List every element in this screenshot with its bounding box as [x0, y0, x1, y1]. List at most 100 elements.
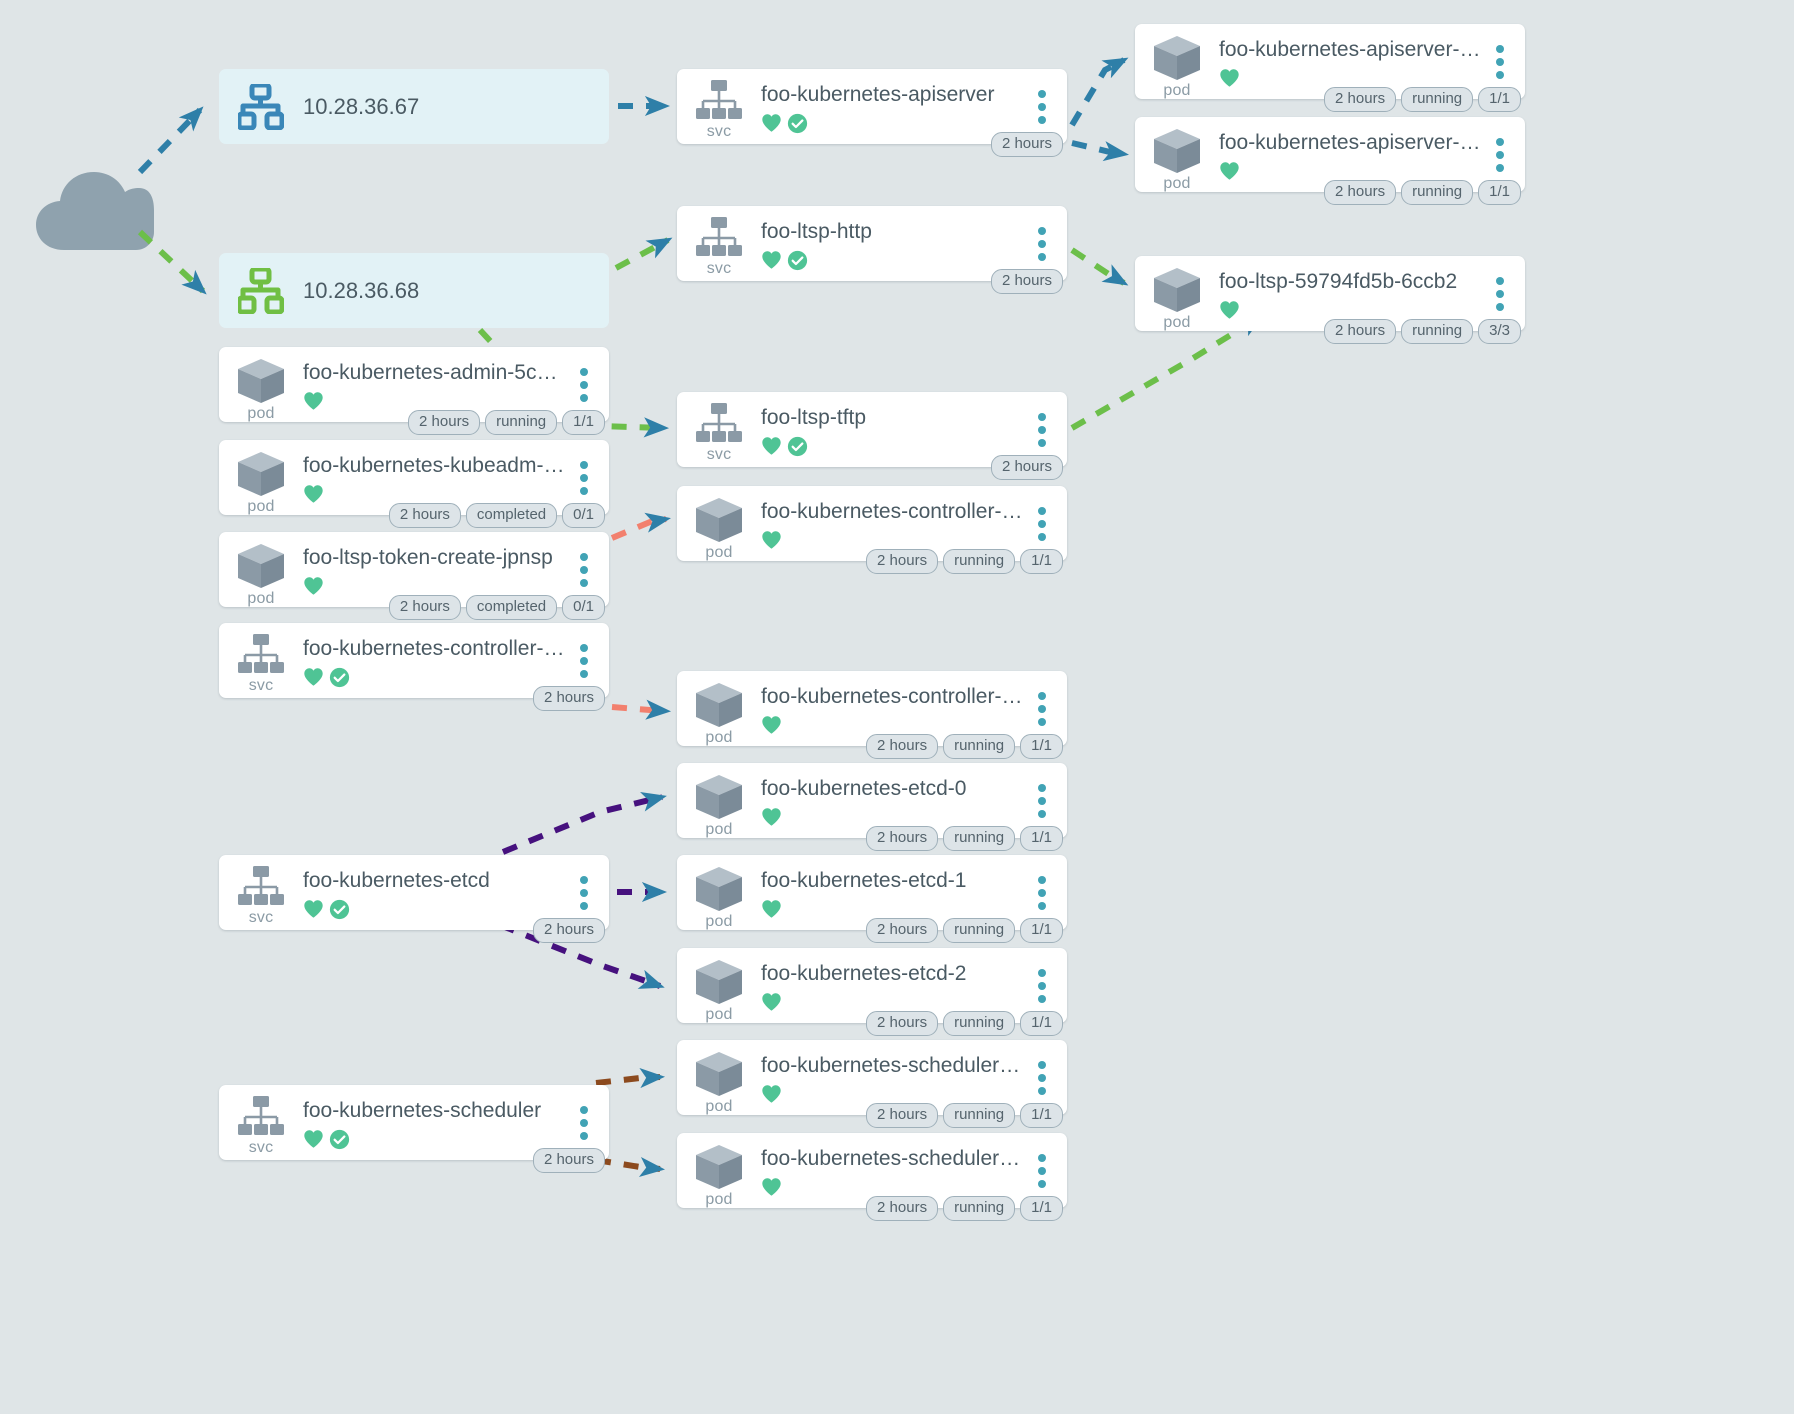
node-menu-button[interactable]: [1489, 276, 1511, 311]
node-health-row: [761, 112, 1067, 134]
node-title: foo-ltsp-59794fd5b-6ccb2: [1219, 270, 1458, 293]
cloud-to-ip67: [137, 106, 204, 175]
node-badge: 3/3: [1478, 319, 1521, 345]
health-heart-icon: [1220, 69, 1239, 87]
node-title: foo-kubernetes-controller-man...: [303, 637, 571, 660]
svc-apiserver-to-pod1: [1069, 57, 1129, 127]
ip-node[interactable]: 10.28.36.68: [219, 253, 609, 328]
svc-node[interactable]: svc foo-kubernetes-etcd: [219, 855, 609, 930]
svc-icon: [696, 217, 742, 256]
pod-icon: pod: [1135, 256, 1219, 331]
pod-node[interactable]: pod foo-kubernetes-etcd-1: [677, 855, 1067, 930]
svc-icon: svc: [219, 855, 303, 926]
svc-node[interactable]: svc foo-kubernetes-controller-man...: [219, 623, 609, 698]
node-title: foo-ltsp-token-create-jpnsp: [303, 546, 553, 569]
node-menu-button[interactable]: [1031, 875, 1053, 910]
node-badges: 2 hours running 1/1: [219, 410, 609, 436]
node-badge: 0/1: [562, 503, 605, 529]
network-icon: [238, 83, 284, 130]
node-menu-button[interactable]: [1031, 506, 1053, 541]
node-kind-label: pod: [247, 498, 275, 515]
node-badge: 2 hours: [1324, 87, 1397, 113]
pod-node[interactable]: pod foo-kubernetes-etcd-0: [677, 763, 1067, 838]
node-menu-button[interactable]: [1031, 226, 1053, 261]
pod-node[interactable]: pod foo-kubernetes-controller-man...: [677, 671, 1067, 746]
node-kind-label: pod: [1163, 82, 1191, 99]
svc-icon: svc: [219, 1085, 303, 1156]
node-kind-label: pod: [1163, 314, 1191, 331]
health-heart-icon: [762, 1085, 781, 1103]
node-menu-button[interactable]: [573, 367, 595, 402]
svc-node[interactable]: svc foo-kubernetes-apiserver: [677, 69, 1067, 144]
ip-node[interactable]: 10.28.36.67: [219, 69, 609, 144]
node-title: foo-kubernetes-apiserver-7c6cf...: [1219, 131, 1487, 154]
node-badge: 2 hours: [388, 503, 461, 529]
ip68-to-svc-ltsp-http: [614, 237, 673, 271]
pod-node[interactable]: pod foo-kubernetes-controller-man...: [677, 486, 1067, 561]
node-badges: 2 hours: [677, 269, 1067, 295]
svc-node[interactable]: svc foo-kubernetes-scheduler: [219, 1085, 609, 1160]
node-menu-button[interactable]: [1031, 691, 1053, 726]
node-badge: 1/1: [1478, 180, 1521, 206]
pod-node[interactable]: pod foo-ltsp-59794fd5b-6ccb2: [1135, 256, 1525, 331]
node-kind-label: pod: [247, 590, 275, 607]
node-badges: 2 hours completed 0/1: [219, 503, 609, 529]
node-menu-button[interactable]: [573, 643, 595, 678]
health-heart-icon: [304, 668, 323, 686]
node-badges: 2 hours: [677, 132, 1067, 158]
node-menu-button[interactable]: [573, 552, 595, 587]
node-menu-button[interactable]: [573, 460, 595, 495]
node-badge: running: [943, 826, 1016, 852]
node-health-row: [761, 435, 1067, 457]
node-badge: 2 hours: [990, 269, 1063, 295]
svc-ltsp-http-to-pod: [1070, 247, 1129, 286]
node-badge: 1/1: [562, 410, 605, 436]
node-body: foo-ltsp-tftp: [761, 392, 1067, 457]
network-icon: [219, 267, 303, 314]
pod-icon: pod: [219, 532, 303, 607]
node-badge: completed: [465, 595, 558, 621]
pod-node[interactable]: pod foo-kubernetes-etcd-2: [677, 948, 1067, 1023]
node-title: foo-kubernetes-controller-man...: [761, 685, 1029, 708]
svc-icon: svc: [219, 623, 303, 694]
pod-icon: pod: [219, 440, 303, 515]
node-kind-label: pod: [705, 1098, 733, 1115]
node-body: foo-kubernetes-admin-5cd5b4...: [303, 347, 609, 412]
node-badge: 2 hours: [532, 918, 605, 944]
node-menu-button[interactable]: [1489, 44, 1511, 79]
status-check-icon: [329, 899, 350, 919]
svc-node[interactable]: svc foo-ltsp-http: [677, 206, 1067, 281]
pod-node[interactable]: pod foo-kubernetes-scheduler-6776...: [677, 1133, 1067, 1208]
pod-icon: pod: [677, 486, 761, 561]
node-menu-button[interactable]: [1031, 412, 1053, 447]
pod-node[interactable]: pod foo-ltsp-token-create-jpnsp: [219, 532, 609, 607]
svc-node[interactable]: svc foo-ltsp-tftp: [677, 392, 1067, 467]
node-title: foo-ltsp-http: [761, 220, 872, 243]
node-title: foo-ltsp-tftp: [761, 406, 867, 429]
pod-node[interactable]: pod foo-kubernetes-apiserver-7c6cf...: [1135, 24, 1525, 99]
pod-icon: [696, 683, 742, 727]
pod-node[interactable]: pod foo-kubernetes-kubeadm-tasks...: [219, 440, 609, 515]
pod-node[interactable]: pod foo-kubernetes-scheduler-6776...: [677, 1040, 1067, 1115]
node-body: foo-kubernetes-scheduler-6776...: [761, 1133, 1067, 1198]
pod-icon: [238, 544, 284, 588]
node-body: foo-kubernetes-controller-man...: [761, 671, 1067, 736]
node-menu-button[interactable]: [573, 1105, 595, 1140]
health-heart-icon: [304, 900, 323, 918]
node-health-row: [761, 898, 1067, 920]
node-health-row: [761, 249, 1067, 271]
node-title: foo-kubernetes-kubeadm-tasks...: [303, 454, 571, 477]
node-kind-label: pod: [705, 821, 733, 838]
pod-node[interactable]: pod foo-kubernetes-apiserver-7c6cf...: [1135, 117, 1525, 192]
node-menu-button[interactable]: [1031, 968, 1053, 1003]
health-heart-icon: [762, 437, 781, 455]
node-menu-button[interactable]: [1031, 1060, 1053, 1095]
node-menu-button[interactable]: [573, 875, 595, 910]
node-menu-button[interactable]: [1031, 89, 1053, 124]
pod-icon: [1154, 268, 1200, 312]
node-kind-label: svc: [248, 677, 274, 694]
pod-node[interactable]: pod foo-kubernetes-admin-5cd5b4...: [219, 347, 609, 422]
node-menu-button[interactable]: [1031, 783, 1053, 818]
node-menu-button[interactable]: [1489, 137, 1511, 172]
node-menu-button[interactable]: [1031, 1153, 1053, 1188]
